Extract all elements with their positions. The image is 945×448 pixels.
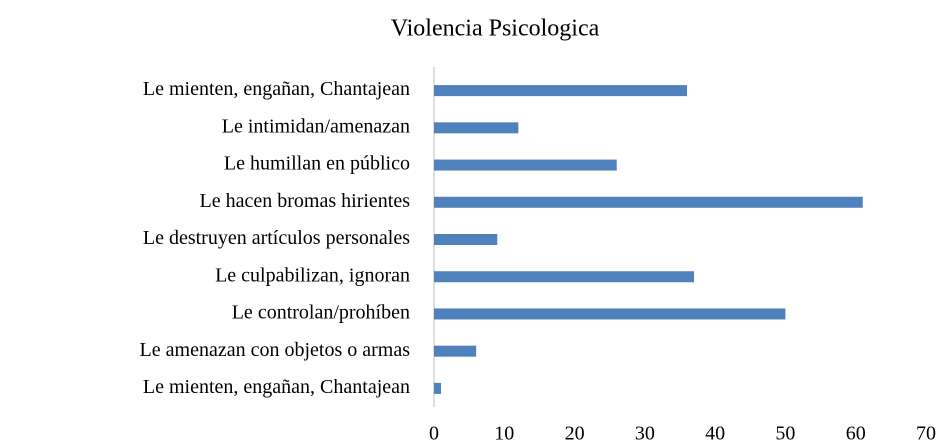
bar [434,345,477,357]
y-tick-label: Le culpabilizan, ignoran [215,264,410,286]
x-tick-label: 0 [429,423,439,445]
y-tick-label: Le mienten, engañan, Chantajean [143,376,410,398]
y-tick-label: Le controlan/prohíben [232,302,410,324]
y-tick-label: Le humillan en público [224,153,410,175]
y-tick-label: Le amenazan con objetos o armas [140,339,411,361]
x-tick-label: 10 [494,423,514,445]
bar [434,234,498,245]
y-tick-label: Le intimidan/amenazan [222,115,410,137]
bar [434,308,786,320]
y-tick-label: Le destruyen artículos personales [143,227,410,249]
y-tick-label: Le hacen bromas hirientes [200,190,411,212]
x-tick-label: 70 [916,423,936,445]
bar [434,271,695,283]
bar [434,382,442,394]
y-tick-label: Le mienten, engañan, Chantajean [143,78,410,100]
chart-title: Violencia Psicologica [391,16,600,42]
x-tick-label: 50 [775,423,795,445]
x-tick-label: 20 [565,423,585,445]
bar [434,122,519,134]
bar [434,196,863,208]
x-tick-label: 40 [705,423,725,445]
x-tick-label: 60 [846,423,866,445]
bar [434,159,617,171]
bar [434,85,688,97]
x-tick-label: 30 [635,423,655,445]
